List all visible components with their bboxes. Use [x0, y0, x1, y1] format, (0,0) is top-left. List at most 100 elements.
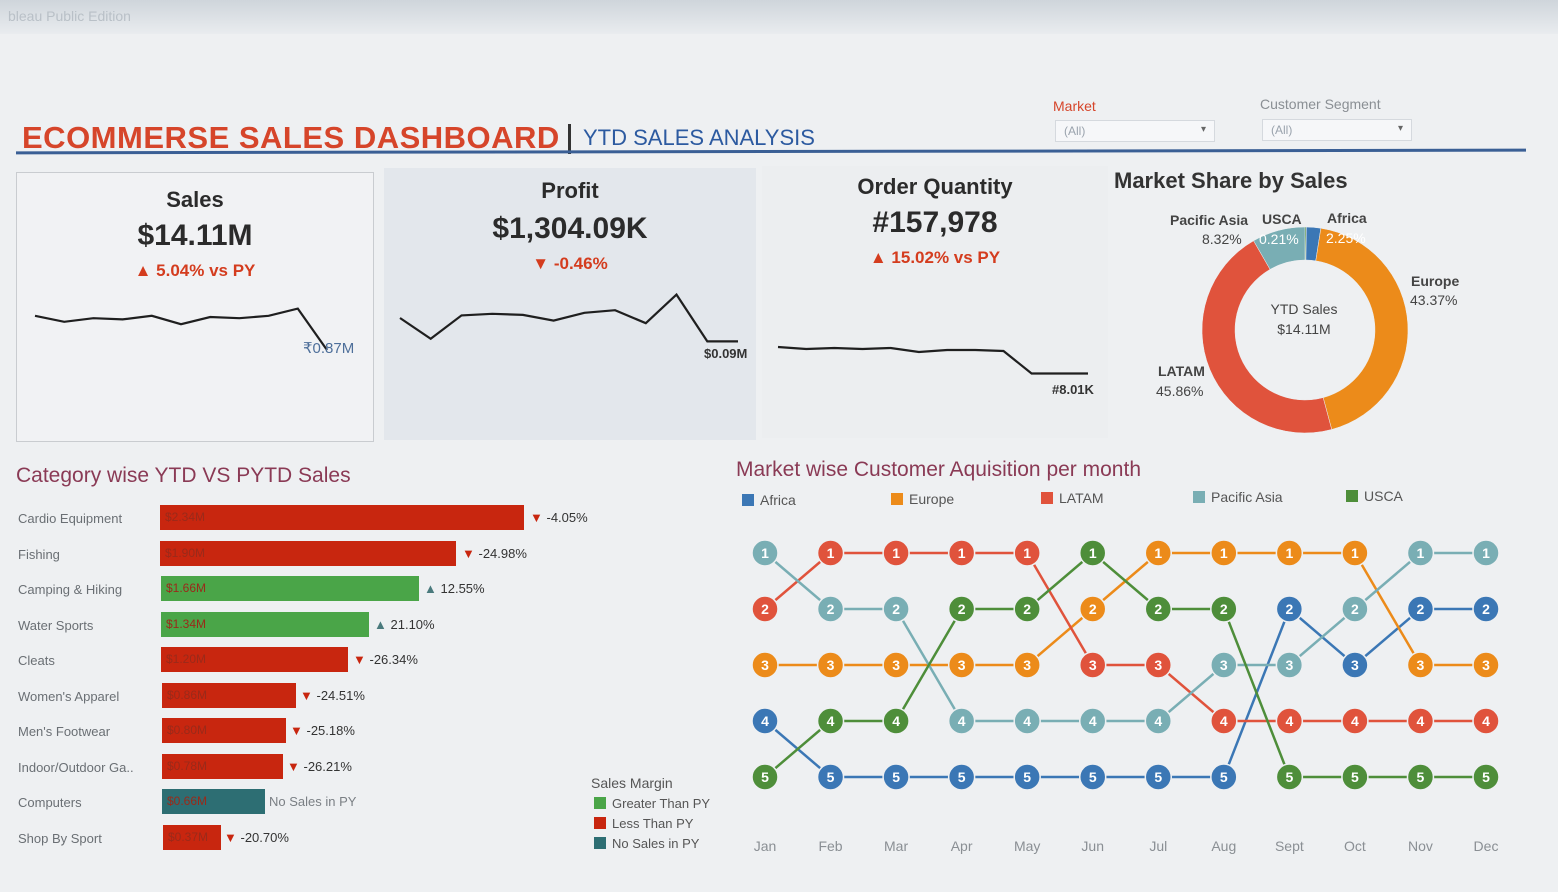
rank-point[interactable]	[1406, 539, 1435, 567]
rank-point[interactable]	[1013, 651, 1041, 679]
legend-europe[interactable]: Europe	[891, 491, 954, 507]
rank-point[interactable]	[882, 595, 910, 623]
rank-point[interactable]	[1144, 707, 1173, 735]
rank-label: 2	[892, 601, 900, 617]
kpi-profit-card[interactable]: Profit $1,304.09K ▼ -0.46% $0.09M	[384, 168, 756, 440]
rank-point[interactable]	[751, 707, 779, 735]
legend-pacific-asia[interactable]: Pacific Asia	[1193, 489, 1283, 505]
rank-point[interactable]	[1341, 763, 1369, 791]
rank-point[interactable]	[947, 763, 976, 791]
rank-point[interactable]	[1144, 539, 1173, 567]
rank-point[interactable]	[1210, 651, 1238, 679]
legend-africa[interactable]: Africa	[742, 492, 796, 508]
rank-point[interactable]	[751, 539, 779, 567]
rank-point[interactable]	[816, 763, 845, 791]
category-bar[interactable]: $1.20M	[161, 647, 348, 672]
rank-point[interactable]	[1275, 595, 1304, 623]
rank-point[interactable]	[1472, 595, 1500, 623]
category-change-label: ▼ -26.21%	[287, 759, 352, 774]
kpi-sales-value: $14.11M	[137, 219, 253, 252]
rank-point[interactable]	[1341, 651, 1369, 679]
rank-label: 4	[1417, 713, 1425, 729]
rank-point[interactable]	[1275, 539, 1304, 567]
rank-point[interactable]	[1341, 595, 1369, 623]
market-share-donut[interactable]	[1112, 160, 1502, 438]
rank-point[interactable]	[1406, 707, 1435, 735]
rank-point[interactable]	[816, 539, 845, 567]
rank-point[interactable]	[751, 595, 779, 623]
rank-point[interactable]	[1406, 651, 1435, 679]
rank-point[interactable]	[1013, 595, 1041, 623]
rank-point[interactable]	[1341, 539, 1369, 567]
legend-latam[interactable]: LATAM	[1041, 490, 1104, 506]
title-separator	[568, 124, 571, 154]
category-bar[interactable]: $0.80M	[162, 718, 286, 743]
rank-point[interactable]	[1472, 707, 1500, 735]
acquisition-bump-chart[interactable]: 4 5 5 5 5 5 5 5 2 3 2 2 3 3 3 3 3 2 1 1 1 1 3 3 2 1 1 1 1 3 3 4 4 4 4 4 1 2 2 4…	[730, 520, 1520, 810]
rank-point[interactable]	[1275, 651, 1304, 679]
rank-point[interactable]	[816, 651, 845, 679]
rank-point[interactable]	[1472, 763, 1500, 791]
rank-point[interactable]	[1341, 707, 1369, 735]
rank-point[interactable]	[947, 707, 976, 735]
rank-label: 3	[827, 657, 835, 673]
rank-point[interactable]	[882, 651, 910, 679]
rank-label: 2	[1351, 601, 1359, 617]
rank-point[interactable]	[1078, 539, 1107, 567]
rank-point[interactable]	[1144, 651, 1173, 679]
category-bar[interactable]: $0.78M	[162, 753, 283, 779]
category-bar[interactable]: $0.86M	[162, 682, 296, 708]
rank-point[interactable]	[1275, 763, 1304, 791]
donut-slice-pacific-asia[interactable]	[1253, 226, 1306, 270]
rank-point[interactable]	[882, 539, 910, 567]
rank-point[interactable]	[1013, 763, 1041, 791]
rank-point[interactable]	[1078, 651, 1107, 679]
rank-point[interactable]	[751, 763, 779, 791]
legend-greater[interactable]: Greater Than PY	[594, 796, 710, 811]
donut-slice-europe[interactable]	[1315, 227, 1409, 430]
rank-point[interactable]	[1275, 707, 1304, 735]
legend-greater-label: Greater Than PY	[612, 796, 711, 811]
rank-point[interactable]	[947, 595, 976, 623]
legend-swatch-less	[594, 817, 606, 829]
rank-point[interactable]	[1078, 763, 1107, 791]
rank-point[interactable]	[1078, 707, 1107, 735]
rank-point[interactable]	[751, 651, 779, 679]
category-bar[interactable]: $0.66M	[162, 789, 265, 814]
segment-filter-dropdown[interactable]: (All) ▾	[1262, 119, 1412, 141]
rank-point[interactable]	[1210, 707, 1238, 735]
rank-point[interactable]	[1406, 763, 1435, 791]
rank-point[interactable]	[1406, 595, 1435, 623]
rank-point[interactable]	[1472, 539, 1500, 567]
legend-usca[interactable]: USCA	[1346, 488, 1403, 504]
rank-point[interactable]	[1078, 595, 1107, 623]
rank-point[interactable]	[1013, 539, 1041, 567]
rank-point[interactable]	[1144, 763, 1173, 791]
rank-label: 2	[1482, 601, 1490, 617]
category-bar[interactable]: $1.90M	[160, 540, 456, 566]
category-bar[interactable]: $2.34M	[160, 505, 524, 530]
donut-slice-latam[interactable]	[1201, 240, 1333, 434]
rank-point[interactable]	[1144, 595, 1173, 623]
rank-point[interactable]	[816, 595, 845, 623]
rank-point[interactable]	[1472, 651, 1500, 679]
category-bar[interactable]: $0.37M	[163, 824, 221, 850]
rank-point[interactable]	[1210, 763, 1238, 791]
rank-label: 3	[761, 657, 769, 673]
category-bar[interactable]: $1.66M	[161, 576, 419, 601]
rank-point[interactable]	[882, 707, 910, 735]
rank-point[interactable]	[1013, 707, 1041, 735]
category-change-text: -20.70%	[240, 829, 289, 845]
rank-point[interactable]	[882, 763, 910, 791]
rank-point[interactable]	[1210, 595, 1238, 623]
rank-point[interactable]	[947, 651, 976, 679]
rank-point[interactable]	[947, 539, 976, 567]
legend-nosales[interactable]: No Sales in PY	[594, 836, 699, 851]
category-bar[interactable]: $1.34M	[161, 611, 369, 637]
legend-less[interactable]: Less Than PY	[594, 816, 693, 831]
market-filter-dropdown[interactable]: (All) ▾	[1055, 120, 1215, 142]
kpi-quantity-card[interactable]: Order Quantity #157,978 ▲ 15.02% vs PY #…	[762, 166, 1108, 438]
rank-point[interactable]	[816, 707, 845, 735]
rank-point[interactable]	[1210, 539, 1238, 567]
kpi-sales-card[interactable]: Sales $14.11M ▲ 5.04% vs PY ₹0.87M	[16, 172, 374, 442]
